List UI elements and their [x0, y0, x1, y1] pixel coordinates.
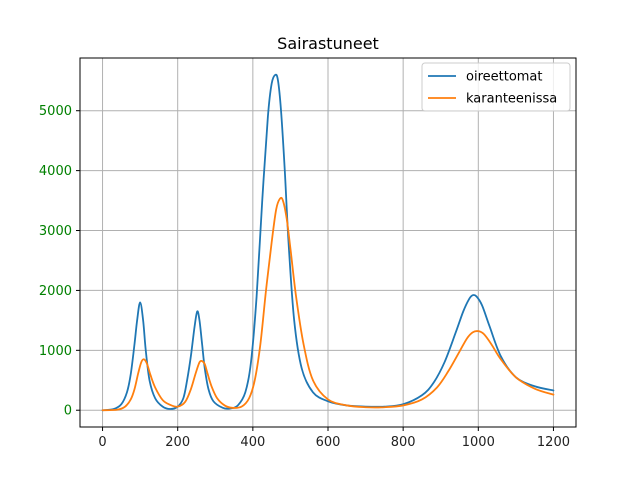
legend-label: karanteenissa — [466, 92, 557, 107]
grid — [80, 58, 576, 427]
y-tick-label: 4000 — [39, 164, 72, 179]
y-tick-label: 1000 — [39, 344, 72, 359]
x-tick-label: 200 — [165, 435, 190, 450]
series-layer — [101, 73, 555, 412]
legend: oireettomat karanteenissa — [421, 62, 571, 112]
ticks: 0 200 400 600 800 1000 1200 0 1000 2000 3000 4000 50… — [39, 104, 570, 450]
legend-box — [421, 62, 571, 112]
x-tick-label: 600 — [316, 435, 341, 450]
x-tick-label: 0 — [98, 435, 106, 450]
x-tick-label: 1000 — [462, 435, 495, 450]
y-tick-label: 0 — [64, 404, 72, 419]
series-line-karanteenissa — [101, 196, 555, 412]
y-tick-label: 2000 — [39, 284, 72, 299]
chart-title: Sairastuneet — [277, 34, 379, 53]
x-tick-label: 1200 — [537, 435, 570, 450]
x-tick-label: 400 — [240, 435, 265, 450]
y-tick-label: 3000 — [39, 224, 72, 239]
y-tick-label: 5000 — [39, 104, 72, 119]
x-tick-label: 800 — [391, 435, 416, 450]
legend-label: oireettomat — [466, 70, 543, 85]
series-line-oireettomat — [101, 73, 555, 412]
